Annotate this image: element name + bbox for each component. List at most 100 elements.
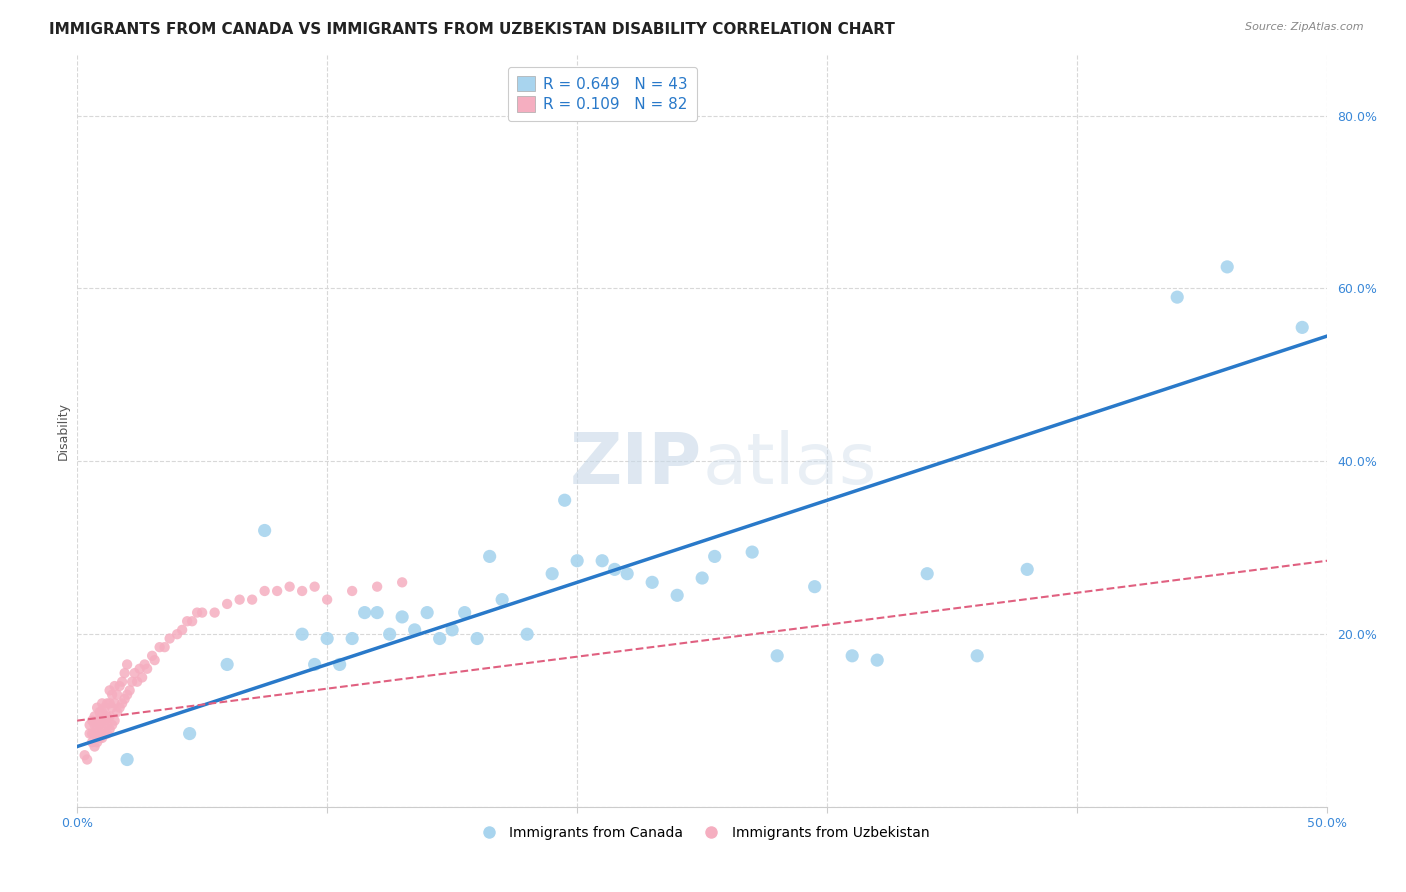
Point bbox=[304, 657, 326, 672]
Point bbox=[591, 554, 613, 568]
Point bbox=[465, 632, 488, 646]
Point bbox=[159, 632, 181, 646]
Point bbox=[96, 696, 118, 710]
Point bbox=[181, 614, 204, 628]
Point bbox=[866, 653, 889, 667]
Point bbox=[703, 549, 725, 564]
Point bbox=[89, 718, 111, 732]
Point bbox=[153, 640, 176, 655]
Point bbox=[603, 562, 626, 576]
Point bbox=[253, 584, 276, 599]
Point bbox=[766, 648, 789, 663]
Point bbox=[217, 597, 239, 611]
Point bbox=[266, 584, 288, 599]
Point bbox=[278, 580, 301, 594]
Point bbox=[91, 731, 114, 745]
Point bbox=[228, 592, 250, 607]
Point bbox=[329, 657, 352, 672]
Point bbox=[404, 623, 426, 637]
Point bbox=[176, 614, 198, 628]
Point bbox=[841, 648, 863, 663]
Point bbox=[186, 606, 208, 620]
Point bbox=[108, 679, 131, 693]
Point bbox=[91, 714, 114, 728]
Text: atlas: atlas bbox=[702, 431, 876, 500]
Point bbox=[105, 705, 128, 719]
Point bbox=[416, 606, 439, 620]
Point bbox=[149, 640, 172, 655]
Point bbox=[240, 592, 263, 607]
Point bbox=[124, 666, 146, 681]
Point bbox=[96, 709, 118, 723]
Point bbox=[93, 700, 115, 714]
Point bbox=[179, 726, 201, 740]
Point bbox=[91, 705, 114, 719]
Point bbox=[98, 696, 121, 710]
Point bbox=[441, 623, 464, 637]
Point bbox=[316, 592, 339, 607]
Point bbox=[79, 726, 101, 740]
Point bbox=[82, 714, 104, 728]
Point bbox=[741, 545, 763, 559]
Point bbox=[429, 632, 451, 646]
Point bbox=[541, 566, 564, 581]
Point bbox=[366, 606, 388, 620]
Point bbox=[204, 606, 226, 620]
Point bbox=[115, 657, 138, 672]
Point bbox=[83, 726, 105, 740]
Point bbox=[172, 623, 194, 637]
Point bbox=[105, 688, 128, 702]
Point bbox=[803, 580, 825, 594]
Point bbox=[82, 735, 104, 749]
Point bbox=[641, 575, 664, 590]
Point bbox=[143, 653, 166, 667]
Point bbox=[131, 670, 153, 684]
Point bbox=[91, 696, 114, 710]
Point bbox=[616, 566, 638, 581]
Point bbox=[86, 714, 108, 728]
Point bbox=[134, 657, 156, 672]
Point bbox=[291, 627, 314, 641]
Point bbox=[104, 714, 127, 728]
Point bbox=[478, 549, 501, 564]
Point bbox=[111, 696, 134, 710]
Text: ZIP: ZIP bbox=[569, 431, 702, 500]
Y-axis label: Disability: Disability bbox=[58, 402, 70, 460]
Point bbox=[1017, 562, 1039, 576]
Point bbox=[166, 627, 188, 641]
Point bbox=[98, 723, 121, 737]
Point bbox=[340, 584, 363, 599]
Point bbox=[114, 692, 136, 706]
Point bbox=[1291, 320, 1313, 334]
Text: IMMIGRANTS FROM CANADA VS IMMIGRANTS FROM UZBEKISTAN DISABILITY CORRELATION CHAR: IMMIGRANTS FROM CANADA VS IMMIGRANTS FRO… bbox=[49, 22, 896, 37]
Point bbox=[73, 748, 96, 763]
Point bbox=[453, 606, 475, 620]
Point bbox=[491, 592, 513, 607]
Point bbox=[114, 666, 136, 681]
Point bbox=[86, 700, 108, 714]
Point bbox=[127, 674, 149, 689]
Point bbox=[253, 524, 276, 538]
Legend: Immigrants from Canada, Immigrants from Uzbekistan: Immigrants from Canada, Immigrants from … bbox=[470, 820, 935, 846]
Point bbox=[516, 627, 538, 641]
Point bbox=[91, 723, 114, 737]
Point bbox=[316, 632, 339, 646]
Point bbox=[141, 648, 163, 663]
Point bbox=[690, 571, 713, 585]
Point bbox=[93, 714, 115, 728]
Point bbox=[101, 718, 124, 732]
Point bbox=[108, 700, 131, 714]
Point bbox=[115, 752, 138, 766]
Point bbox=[1166, 290, 1188, 304]
Point bbox=[115, 688, 138, 702]
Point bbox=[554, 493, 576, 508]
Point bbox=[86, 735, 108, 749]
Point bbox=[391, 610, 413, 624]
Point bbox=[291, 584, 314, 599]
Point bbox=[86, 723, 108, 737]
Text: Source: ZipAtlas.com: Source: ZipAtlas.com bbox=[1246, 22, 1364, 32]
Point bbox=[217, 657, 239, 672]
Point bbox=[136, 662, 159, 676]
Point bbox=[104, 696, 127, 710]
Point bbox=[89, 731, 111, 745]
